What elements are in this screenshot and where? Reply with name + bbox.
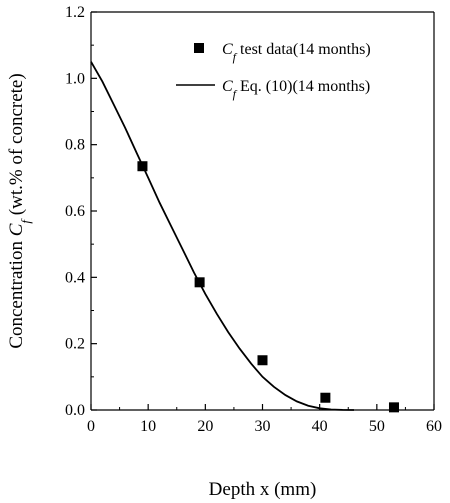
test-data-point	[320, 392, 331, 403]
y-tick-label: 0.0	[65, 402, 85, 419]
y-tick-label: 0.8	[65, 137, 85, 154]
test-data-point	[137, 161, 148, 172]
x-tick-label: 40	[312, 418, 328, 435]
y-axis-label: Concentration Cf (wt.% of concrete)	[6, 73, 33, 348]
test-data-point	[194, 277, 205, 288]
y-tick-label: 0.2	[65, 336, 85, 353]
y-axis-label-symbol: C	[6, 223, 27, 236]
legend-text: Eq. (10)(14 months)	[236, 78, 370, 95]
legend-label-test-data: Cf test data(14 months)	[222, 41, 371, 64]
x-tick-label: 10	[140, 418, 156, 435]
plot-frame	[90, 11, 435, 411]
y-axis-label-suffix: (wt.% of concrete)	[6, 73, 27, 220]
test-data-point	[257, 355, 268, 366]
y-axis-label-prefix: Concentration	[6, 236, 27, 348]
legend-label-equation: Cf Eq. (10)(14 months)	[222, 78, 370, 101]
legend: Cf test data(14 months) Cf Eq. (10)(14 m…	[176, 41, 371, 101]
y-tick-label: 0.6	[65, 203, 85, 220]
test-data-point	[388, 402, 399, 413]
x-tick-label: 30	[255, 418, 271, 435]
y-axis-label-subscript: f	[18, 218, 33, 224]
x-tick-label: 0	[87, 418, 95, 435]
legend-text: test data(14 months)	[236, 41, 371, 58]
x-tick-label: 20	[197, 418, 213, 435]
y-tick-label: 1.2	[65, 4, 85, 21]
equation-curve	[90, 61, 355, 411]
y-tick-label: 1.0	[65, 70, 85, 87]
x-tick-label: 50	[369, 418, 385, 435]
legend-marker-test-data	[194, 43, 204, 53]
legend-symbol: C	[222, 78, 233, 95]
x-axis-label: Depth x (mm)	[209, 479, 317, 500]
x-ticks: 0 10 20 30 40 50 60	[87, 404, 442, 435]
series-layer	[90, 61, 399, 413]
y-tick-label: 0.4	[65, 269, 85, 286]
legend-symbol: C	[222, 41, 233, 58]
y-ticks: 0.0 0.2 0.4 0.6 0.8 1.0 1.2	[65, 4, 97, 419]
legend-subscript: f	[233, 50, 238, 64]
legend-subscript: f	[233, 87, 238, 101]
x-tick-label: 60	[426, 418, 442, 435]
